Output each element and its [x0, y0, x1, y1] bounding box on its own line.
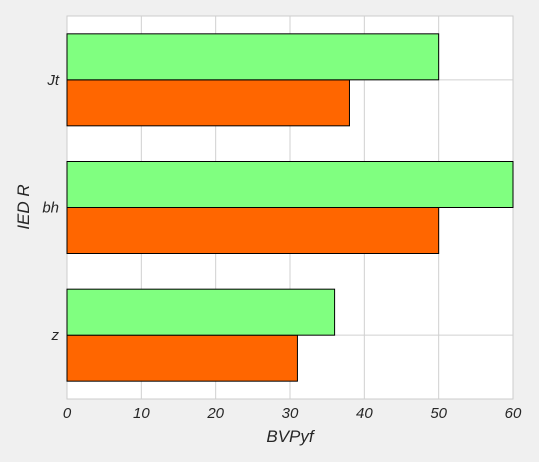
- bars: [66, 33, 514, 382]
- x-tick-label: 50: [430, 405, 447, 422]
- y-tick-label: bh: [42, 200, 59, 217]
- x-axis-label: BVPyf: [266, 427, 316, 446]
- y-axis-label: IED R: [14, 184, 33, 229]
- bar-Jt-series-1: [66, 33, 440, 81]
- x-tick-label: 30: [282, 405, 299, 422]
- y-tick-label: Jt: [46, 72, 60, 89]
- bar-bh-series-1: [66, 161, 514, 208]
- bar-z-series-0: [66, 334, 298, 382]
- x-tick-label: 40: [356, 405, 373, 422]
- x-tick-label: 0: [63, 405, 72, 422]
- x-tick-labels: 0 10 20 30 40 50 60: [63, 405, 522, 422]
- y-tick-labels: z bh Jt: [42, 72, 60, 344]
- bar-bh-series-0: [66, 207, 440, 254]
- y-tick-label: z: [51, 327, 60, 344]
- bar-Jt-series-0: [66, 79, 350, 127]
- x-tick-label: 60: [505, 405, 522, 422]
- x-tick-label: 20: [206, 405, 224, 422]
- x-tick-label: 10: [133, 405, 150, 422]
- bar-z-series-1: [66, 288, 336, 336]
